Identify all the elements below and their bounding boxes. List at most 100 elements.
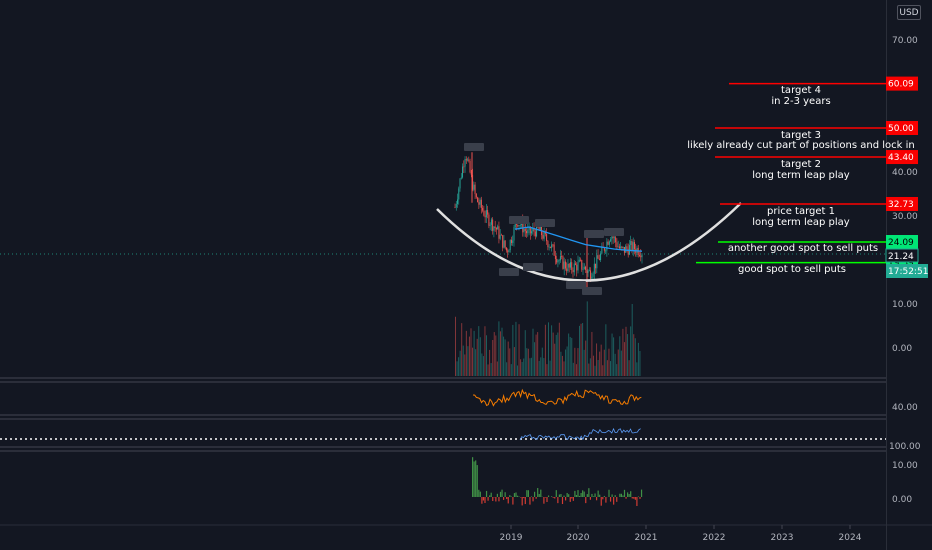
candle-body <box>505 247 507 251</box>
oscillator-bar <box>557 497 559 504</box>
candle-body <box>469 160 471 173</box>
candle-body <box>618 246 620 249</box>
oscillator-bar <box>540 489 542 497</box>
volume-bar <box>596 343 598 376</box>
volume-bar <box>490 363 492 376</box>
volume-bar <box>592 355 594 376</box>
candle-body <box>531 231 533 234</box>
volume-bar <box>639 350 641 376</box>
level-annotation: good spot to sell puts <box>738 264 846 275</box>
oscillator-bar <box>609 497 612 502</box>
volume-bar <box>558 322 560 376</box>
candle-body <box>633 242 635 250</box>
oscillator-bar <box>484 497 486 503</box>
oscillator-bar <box>527 490 529 497</box>
candle-body <box>533 228 535 232</box>
volume-bar <box>487 364 489 376</box>
candle-body <box>513 227 515 241</box>
candle-body <box>583 266 585 270</box>
x-axis-tick: 2024 <box>839 533 862 543</box>
volume-bar <box>479 337 481 376</box>
oscillator-bar <box>619 493 621 497</box>
candle-body <box>611 236 613 240</box>
volume-bar <box>517 365 518 376</box>
level-annotation: price target 1 <box>767 206 835 217</box>
volume-bar <box>523 358 525 376</box>
price-axis-tick: 10.00 <box>892 300 918 310</box>
volume-bar <box>625 326 627 376</box>
volume-bar <box>543 358 545 376</box>
volume-bar <box>527 348 529 376</box>
candle-body <box>638 254 640 256</box>
candle-body <box>610 239 612 242</box>
volume-bar <box>486 335 487 376</box>
candle-body <box>605 250 607 252</box>
volume-bar <box>580 323 582 376</box>
candle-body <box>626 246 628 249</box>
oscillator-bar <box>487 497 489 501</box>
volume-bar <box>617 349 619 376</box>
oscillator-bar <box>589 497 591 500</box>
volume-bar <box>461 323 463 376</box>
countdown-tag <box>886 264 928 278</box>
candle-body <box>510 239 512 243</box>
oscillator-bar <box>608 489 610 497</box>
volume-bar <box>482 356 484 376</box>
candle-body <box>559 256 561 261</box>
rsi-line <box>472 388 642 407</box>
oscillator-bar <box>640 489 643 497</box>
candle-body <box>532 228 534 232</box>
candle-body <box>523 228 525 233</box>
oscillator-bar <box>637 496 640 497</box>
volume-bar <box>561 355 563 376</box>
pivot-label <box>566 281 586 289</box>
candle-body <box>563 261 565 269</box>
current-price-tag <box>885 248 919 263</box>
oscillator-bar <box>572 497 574 501</box>
oscillator-bar <box>546 497 548 503</box>
volume-bar <box>608 348 610 376</box>
volume-bar <box>532 328 534 376</box>
price-axis-tick: 0.00 <box>892 344 912 354</box>
candle-body <box>600 253 602 261</box>
volume-bar <box>579 325 580 376</box>
oscillator-bar <box>473 461 475 497</box>
volume-bar <box>501 327 503 376</box>
candle-body <box>528 226 530 230</box>
volume-bar <box>475 349 477 376</box>
volume-bar <box>586 301 588 376</box>
volume-bar <box>614 353 616 376</box>
level-annotation: in 2-3 years <box>771 96 830 107</box>
candle-body <box>524 228 526 232</box>
currency-badge[interactable]: USD <box>897 5 921 20</box>
pivot-label <box>464 143 484 151</box>
osc-axis-tick: 10.00 <box>892 461 918 471</box>
oscillator-bar <box>616 497 618 502</box>
candle-body <box>554 255 556 260</box>
candle-body <box>474 184 476 194</box>
oscillator-bar <box>476 465 478 497</box>
oscillator-bar <box>521 497 523 506</box>
volume-bar <box>468 336 470 376</box>
volume-bar <box>613 337 615 376</box>
candle-body <box>534 231 536 237</box>
oscillator-bar <box>611 494 613 497</box>
candle-body <box>490 219 492 225</box>
oscillator-bar <box>526 490 528 497</box>
price-level-value: 50.00 <box>888 124 914 134</box>
volume-bar <box>552 332 554 376</box>
price-level-value: 24.09 <box>888 238 914 248</box>
x-axis-tick: 2022 <box>703 533 726 543</box>
candle-body <box>558 260 560 262</box>
volume-bar <box>620 350 622 376</box>
candle-body <box>578 259 580 262</box>
price-axis-tick: 70.00 <box>892 36 918 46</box>
candle-body <box>622 246 624 248</box>
volume-bar <box>489 349 491 376</box>
candle-body <box>564 261 566 269</box>
volume-bar <box>636 362 638 376</box>
oscillator-bar <box>574 490 576 497</box>
oscillator-bar <box>613 497 615 505</box>
level-annotation: likely already cut part of positions and… <box>687 140 914 151</box>
